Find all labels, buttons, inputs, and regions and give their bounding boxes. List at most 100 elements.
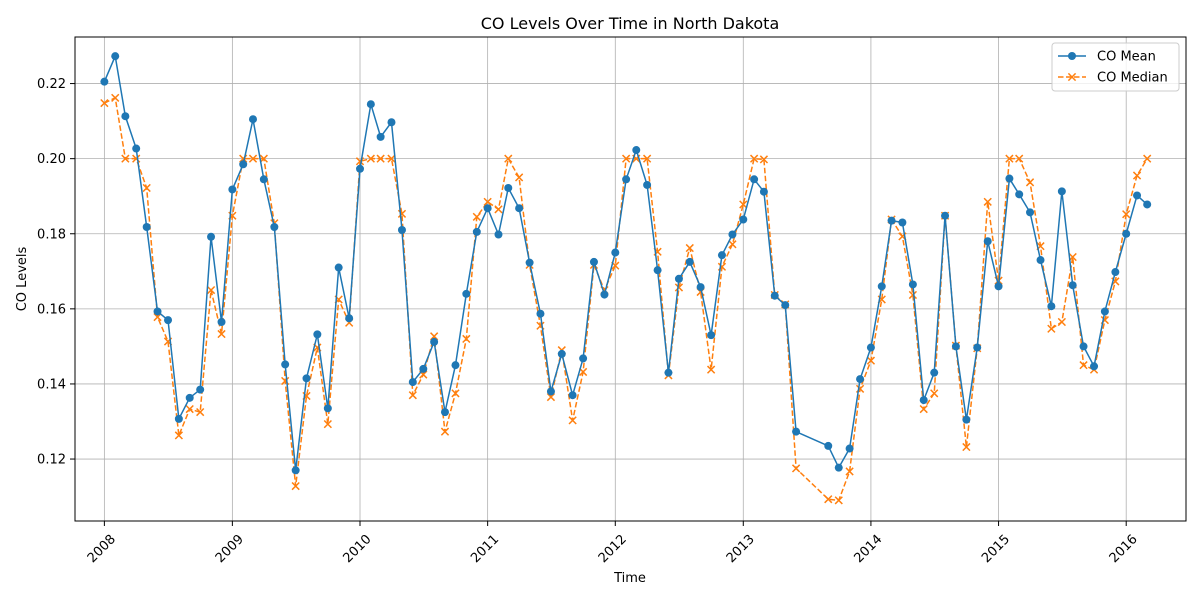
data-point <box>536 309 545 318</box>
data-point <box>153 312 162 322</box>
data-point <box>185 404 194 414</box>
data-point <box>1036 256 1045 265</box>
data-point <box>366 154 375 163</box>
data-point <box>174 414 183 423</box>
data-point <box>1079 361 1088 370</box>
data-point <box>973 343 982 352</box>
data-point <box>323 404 332 413</box>
data-point <box>451 361 460 370</box>
data-point <box>206 285 216 295</box>
x-axis-title: Time <box>613 571 646 586</box>
data-point <box>248 115 257 124</box>
data-point <box>739 215 748 224</box>
data-point <box>217 329 226 339</box>
data-point <box>664 368 673 377</box>
data-point <box>568 391 577 400</box>
data-point <box>941 211 950 220</box>
data-point <box>483 204 492 213</box>
data-point <box>632 146 641 155</box>
data-point <box>856 375 865 384</box>
data-point <box>983 237 992 246</box>
data-point <box>207 232 216 241</box>
data-point <box>1143 154 1152 163</box>
data-point <box>228 185 237 194</box>
data-point <box>791 464 801 473</box>
legend: CO Mean CO Median <box>1051 42 1180 92</box>
data-point <box>248 154 258 163</box>
data-point <box>408 391 417 400</box>
data-point <box>930 368 939 377</box>
data-point <box>1143 200 1152 209</box>
data-point <box>983 197 992 206</box>
data-point <box>589 257 598 266</box>
data-point <box>579 354 588 363</box>
data-point <box>451 389 460 398</box>
data-point <box>270 222 279 231</box>
data-point <box>568 416 577 425</box>
data-point <box>462 334 471 344</box>
data-point <box>217 317 226 326</box>
data-point <box>919 404 928 414</box>
data-point <box>111 93 120 102</box>
data-point <box>834 496 843 505</box>
data-point <box>1100 307 1109 316</box>
data-point <box>877 282 886 291</box>
data-point <box>621 154 631 163</box>
data-point <box>1079 342 1088 351</box>
data-point <box>494 205 503 214</box>
data-point <box>994 282 1003 291</box>
data-point <box>397 225 406 234</box>
data-point <box>440 427 450 436</box>
data-point <box>462 289 471 298</box>
data-point <box>919 396 928 405</box>
data-point <box>759 155 769 164</box>
data-point <box>504 154 513 163</box>
data-point <box>622 175 631 184</box>
data-point <box>185 393 194 402</box>
data-point <box>1068 281 1077 290</box>
data-point <box>472 227 481 236</box>
data-point <box>685 243 694 253</box>
data-point <box>845 444 854 453</box>
data-point <box>707 331 716 340</box>
data-point <box>824 495 833 504</box>
data-point <box>546 392 556 402</box>
data-point <box>642 154 652 163</box>
data-point <box>1132 171 1142 180</box>
data-point <box>483 197 492 206</box>
data-point <box>696 283 705 292</box>
data-point <box>494 230 503 239</box>
data-point <box>1026 208 1035 217</box>
data-point <box>792 427 801 436</box>
data-point <box>430 337 439 346</box>
data-point <box>685 257 694 266</box>
data-point <box>824 441 833 450</box>
data-point <box>962 442 971 452</box>
series-co-mean <box>100 52 1152 475</box>
data-point <box>100 98 109 108</box>
data-point <box>504 183 513 192</box>
data-point <box>259 175 268 184</box>
data-point <box>866 343 875 352</box>
data-point <box>674 274 683 283</box>
data-point <box>750 175 759 184</box>
y-tick-label: 0.20 <box>37 152 66 167</box>
data-point <box>472 212 481 221</box>
plot-area: 2008 2009 2010 2011 2012 2013 2014 2015 2016 0.1… <box>37 36 1187 566</box>
y-tick-label: 0.16 <box>37 302 66 317</box>
data-point <box>239 160 248 169</box>
y-axis: 0.12 0.14 0.16 0.18 0.20 0.22 <box>37 77 75 468</box>
legend-box <box>1051 42 1180 92</box>
legend-label: CO Mean <box>1097 50 1156 65</box>
data-point <box>600 290 609 299</box>
data-point <box>557 349 566 358</box>
legend-marker <box>1067 72 1077 82</box>
data-point <box>653 266 662 275</box>
data-point <box>643 180 652 189</box>
data-point <box>845 467 854 476</box>
data-point <box>749 154 759 163</box>
data-point <box>345 314 354 323</box>
data-point <box>1005 174 1014 183</box>
data-point <box>908 290 918 300</box>
